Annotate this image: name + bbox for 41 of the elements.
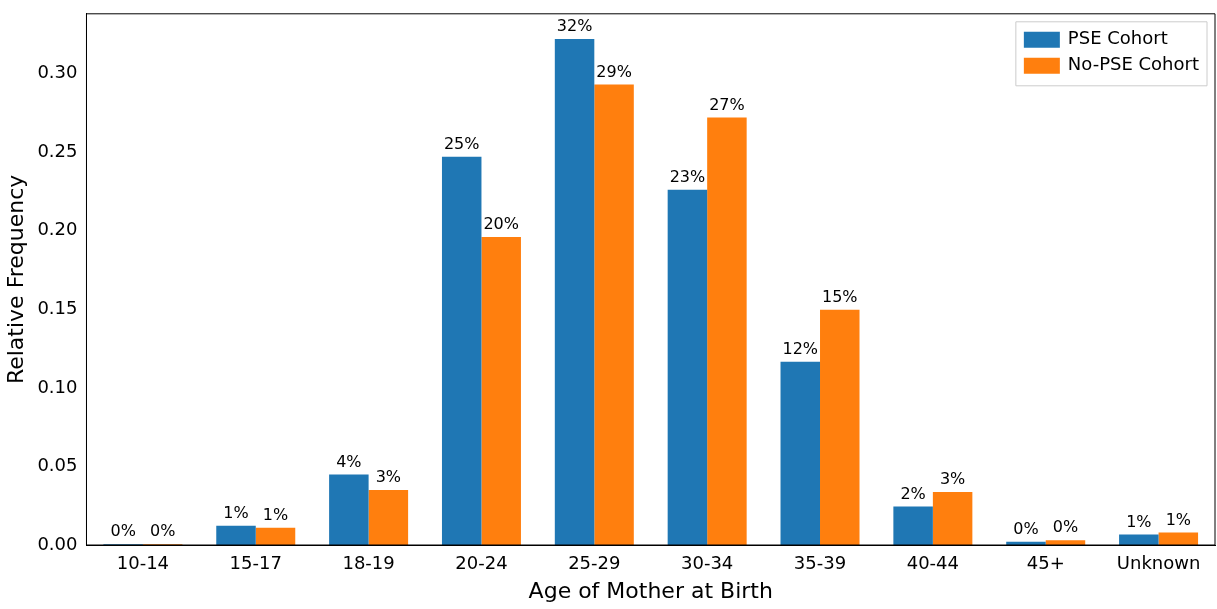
legend-label: PSE Cohort bbox=[1067, 27, 1168, 49]
data-label: 1% bbox=[1126, 511, 1152, 531]
y-tick-label: 0.15 bbox=[37, 296, 78, 318]
data-label: 20% bbox=[483, 214, 519, 234]
y-tick-label: 0.00 bbox=[37, 532, 78, 554]
data-label: 0% bbox=[1052, 517, 1079, 537]
data-label: 1% bbox=[223, 502, 249, 522]
x-tick-label: 40-44 bbox=[906, 552, 960, 574]
y-tick-label: 0.25 bbox=[37, 139, 78, 161]
x-tick-label: 20-24 bbox=[455, 552, 508, 574]
x-axis-title: Age of Mother at Birth bbox=[528, 577, 773, 603]
data-label: 4% bbox=[336, 451, 362, 471]
data-label: 32% bbox=[556, 16, 593, 36]
data-label: 3% bbox=[939, 469, 966, 489]
data-label: 15% bbox=[821, 286, 858, 306]
data-label: 12% bbox=[782, 338, 819, 358]
x-tick-label: Unknown bbox=[1116, 552, 1201, 574]
x-tick-label: 10-14 bbox=[116, 552, 170, 574]
data-label: 3% bbox=[375, 467, 402, 487]
data-label: 25% bbox=[443, 133, 480, 153]
x-tick-label: 35-39 bbox=[793, 552, 847, 574]
legend-label: No-PSE Cohort bbox=[1067, 53, 1200, 75]
x-tick-label: 25-29 bbox=[568, 552, 621, 574]
y-tick-label: 0.20 bbox=[37, 218, 78, 240]
x-tick-label: 45+ bbox=[1026, 552, 1065, 574]
x-tick-label: 18-19 bbox=[342, 552, 395, 574]
data-label: 0% bbox=[110, 521, 136, 541]
data-label: 1% bbox=[1165, 509, 1192, 529]
data-label: 0% bbox=[1013, 519, 1039, 539]
data-label: 0% bbox=[149, 521, 176, 541]
data-label: 1% bbox=[262, 504, 289, 524]
y-tick-label: 0.10 bbox=[37, 375, 78, 397]
y-tick-label: 0.30 bbox=[37, 61, 78, 83]
y-tick-label: 0.05 bbox=[37, 454, 78, 476]
x-tick-label: 15-17 bbox=[229, 552, 282, 574]
data-label: 2% bbox=[900, 483, 926, 503]
x-tick-label: 30-34 bbox=[681, 552, 734, 574]
data-label: 23% bbox=[669, 166, 706, 186]
y-axis-title: Relative Frequency bbox=[2, 174, 28, 385]
data-label: 27% bbox=[709, 94, 745, 114]
data-label: 29% bbox=[596, 61, 632, 81]
